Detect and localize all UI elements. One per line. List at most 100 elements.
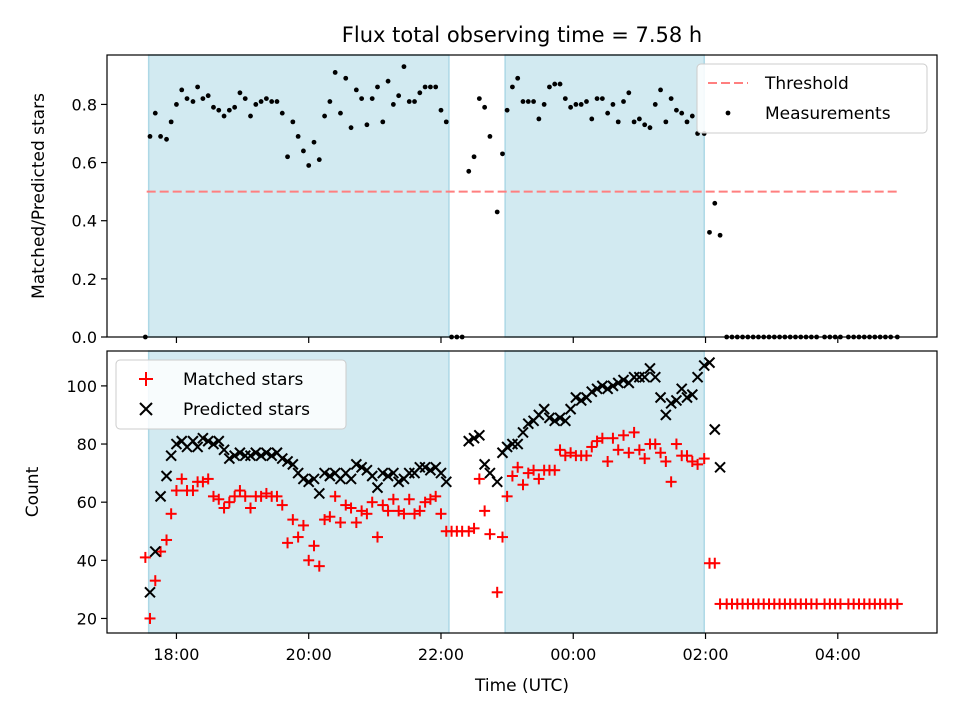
predicted-point bbox=[308, 473, 320, 485]
matched-point bbox=[165, 508, 177, 520]
measurement-point bbox=[689, 113, 695, 119]
predicted-point bbox=[218, 444, 230, 456]
predicted-point bbox=[419, 461, 431, 473]
predicted-point bbox=[601, 383, 614, 395]
measurement-point bbox=[269, 99, 275, 104]
measurement-point bbox=[482, 104, 488, 110]
predicted-point bbox=[197, 432, 209, 444]
measurement-point bbox=[285, 154, 290, 160]
matched-point bbox=[612, 444, 624, 456]
matched-point bbox=[382, 505, 394, 517]
measurement-point bbox=[417, 90, 423, 96]
predicted-point bbox=[435, 467, 447, 479]
measurement-point bbox=[237, 90, 243, 96]
y-tick-label: 40 bbox=[77, 551, 97, 570]
shaded-band bbox=[504, 350, 705, 634]
matched-point bbox=[891, 598, 903, 610]
top-y-axis-label: Matched/Predicted stars bbox=[29, 93, 49, 299]
measurement-point bbox=[504, 107, 510, 113]
matched-point bbox=[366, 496, 378, 508]
measurement-point bbox=[164, 136, 169, 142]
predicted-point bbox=[371, 481, 384, 494]
predicted-point bbox=[670, 394, 683, 407]
predicted-point bbox=[213, 435, 225, 447]
measurement-point bbox=[562, 96, 568, 102]
predicted-point bbox=[703, 356, 716, 369]
x-axis-label: Time (UTC) bbox=[474, 676, 569, 696]
measurement-point bbox=[200, 96, 206, 102]
bottom-legend: Matched stars Predicted stars bbox=[115, 359, 347, 430]
measurement-point bbox=[652, 102, 658, 107]
measurement-point bbox=[348, 125, 354, 131]
measurement-point bbox=[471, 154, 477, 160]
measurement-point bbox=[668, 96, 674, 102]
predicted-point bbox=[644, 362, 656, 375]
measurement-point bbox=[295, 134, 301, 139]
predicted-point bbox=[250, 447, 262, 459]
measurement-point bbox=[531, 99, 536, 104]
predicted-point bbox=[191, 441, 204, 453]
measurement-point bbox=[412, 99, 417, 104]
measurement-point bbox=[428, 84, 433, 90]
measurement-point bbox=[242, 96, 248, 102]
measurement-point bbox=[520, 99, 526, 104]
predicted-point bbox=[154, 490, 167, 503]
matched-point bbox=[187, 485, 199, 497]
x-tick-label: 18:00 bbox=[153, 645, 199, 664]
matched-point bbox=[387, 493, 399, 505]
matched-point bbox=[334, 517, 346, 529]
measurement-point bbox=[279, 110, 285, 116]
predicted-point bbox=[654, 391, 667, 404]
matched-point bbox=[517, 479, 529, 491]
matched-point bbox=[297, 519, 309, 531]
predicted-point bbox=[575, 394, 587, 407]
measurement-point bbox=[536, 116, 542, 122]
matched-point bbox=[580, 450, 592, 462]
matched-point bbox=[473, 473, 485, 485]
matched-point bbox=[496, 531, 508, 543]
matched-point bbox=[533, 473, 545, 485]
predicted-point bbox=[681, 391, 693, 404]
measurement-point bbox=[547, 84, 552, 90]
predicted-point bbox=[355, 461, 368, 473]
matched-point bbox=[292, 531, 304, 543]
matched-point bbox=[660, 455, 672, 467]
predicted-point bbox=[313, 487, 326, 500]
predicted-point bbox=[303, 476, 315, 488]
predicted-point bbox=[244, 449, 257, 462]
matched-point bbox=[484, 528, 496, 540]
y-tick-label: 0.0 bbox=[72, 328, 97, 347]
measurement-point bbox=[248, 113, 253, 119]
y-tick-label: 0.2 bbox=[72, 270, 97, 289]
matched-point bbox=[371, 531, 383, 543]
predicted-point bbox=[511, 438, 524, 450]
predicted-point bbox=[522, 417, 534, 430]
predicted-point bbox=[491, 476, 503, 488]
matched-point bbox=[223, 496, 235, 508]
predicted-point bbox=[228, 449, 241, 462]
measurement-point bbox=[626, 90, 632, 96]
measurement-point bbox=[216, 107, 222, 113]
matched-point bbox=[681, 450, 693, 462]
matched-point bbox=[430, 490, 442, 502]
measurement-point bbox=[306, 163, 312, 168]
matched-point bbox=[271, 490, 283, 502]
matched-point bbox=[308, 540, 320, 552]
predicted-point bbox=[660, 409, 672, 421]
predicted-point bbox=[260, 447, 273, 459]
shaded-band bbox=[504, 54, 705, 338]
measurement-point bbox=[631, 119, 637, 125]
predicted-point bbox=[463, 435, 475, 447]
matched-point bbox=[479, 505, 491, 517]
matched-point bbox=[144, 612, 156, 624]
predicted-point bbox=[554, 412, 566, 424]
bottom-axes-frame bbox=[106, 350, 938, 634]
matched-point bbox=[414, 505, 426, 517]
predicted-point bbox=[665, 397, 677, 410]
measurement-point bbox=[647, 125, 653, 131]
bottom-panel: 20 40 60 80 100 18:00 20:00 22:00 00:00 02:00 04:… bbox=[23, 350, 938, 696]
predicted-point bbox=[478, 458, 491, 471]
predicted-point bbox=[297, 473, 310, 485]
predicted-point bbox=[468, 432, 480, 444]
measurement-point bbox=[221, 113, 227, 119]
